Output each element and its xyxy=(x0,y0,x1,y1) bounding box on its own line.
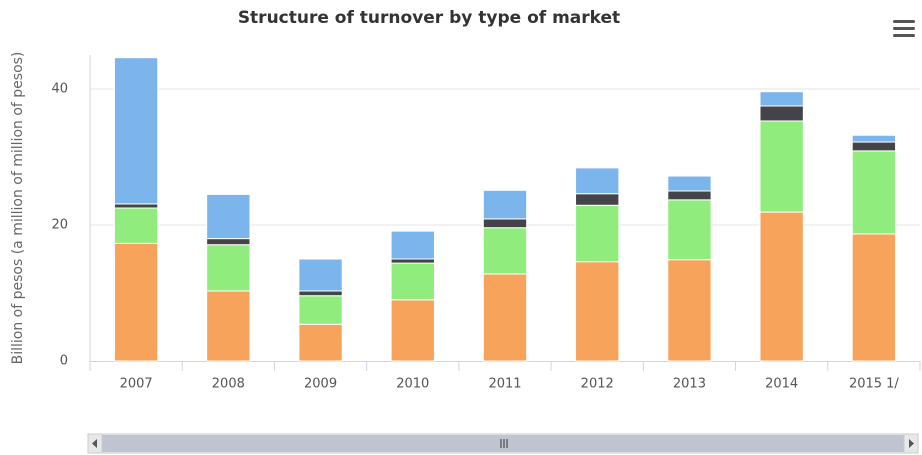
bar-segment xyxy=(575,261,620,362)
bar-segment xyxy=(759,105,804,122)
scrollbar[interactable] xyxy=(87,433,919,454)
bar-segment xyxy=(482,227,528,275)
bar-segment xyxy=(482,218,528,229)
bar-segment xyxy=(113,57,159,205)
bar-segment xyxy=(390,299,435,362)
bar-segment xyxy=(298,323,343,362)
bar-segment xyxy=(851,150,897,235)
x-tick-label: 2009 xyxy=(304,377,337,392)
bar-segment xyxy=(298,295,343,325)
bar-segment xyxy=(667,175,712,192)
x-tick-label: 2011 xyxy=(488,377,521,392)
x-tick-label: 2015 1/ xyxy=(849,377,899,392)
x-tick-label: 2010 xyxy=(396,377,429,392)
bar-segment xyxy=(298,258,343,292)
bar-segment xyxy=(482,273,528,362)
bar-segment xyxy=(851,141,897,152)
bar-segment xyxy=(298,290,343,297)
menu-button[interactable] xyxy=(893,20,915,37)
bar-segment xyxy=(206,193,251,240)
bar-segment xyxy=(206,244,251,292)
bar-segment xyxy=(390,258,435,264)
bar-segment xyxy=(667,199,712,261)
y-tick-label: 0 xyxy=(60,354,68,369)
bar-segment xyxy=(390,262,435,301)
bar-segment xyxy=(113,242,159,362)
y-tick-label: 40 xyxy=(51,82,68,97)
chart-title: Structure of turnover by type of market xyxy=(238,8,620,28)
bar-segment xyxy=(667,259,712,362)
x-tick-label: 2012 xyxy=(581,377,614,392)
y-axis-label: Billion of pesos (a million of million o… xyxy=(10,52,26,365)
bar-segment xyxy=(206,238,251,246)
y-tick-label: 20 xyxy=(51,218,68,233)
bar-segment xyxy=(113,203,159,209)
bar-segment xyxy=(851,134,897,143)
bar-segment xyxy=(759,211,804,362)
bar-segment xyxy=(759,91,804,107)
bar-segment xyxy=(575,193,620,206)
bar-segment xyxy=(851,233,897,362)
bar-segment xyxy=(390,230,435,260)
x-tick-label: 2013 xyxy=(673,377,706,392)
bar-segment xyxy=(575,167,620,195)
bar-segment xyxy=(482,189,528,220)
bar-segment xyxy=(575,204,620,263)
bar-segment xyxy=(759,120,804,213)
x-tick-label: 2014 xyxy=(765,377,798,392)
x-tick-label: 2008 xyxy=(212,377,245,392)
bar-segment xyxy=(113,207,159,244)
bar-segment xyxy=(206,290,251,362)
x-tick-label: 2007 xyxy=(120,377,153,392)
bar-segment xyxy=(667,190,712,201)
